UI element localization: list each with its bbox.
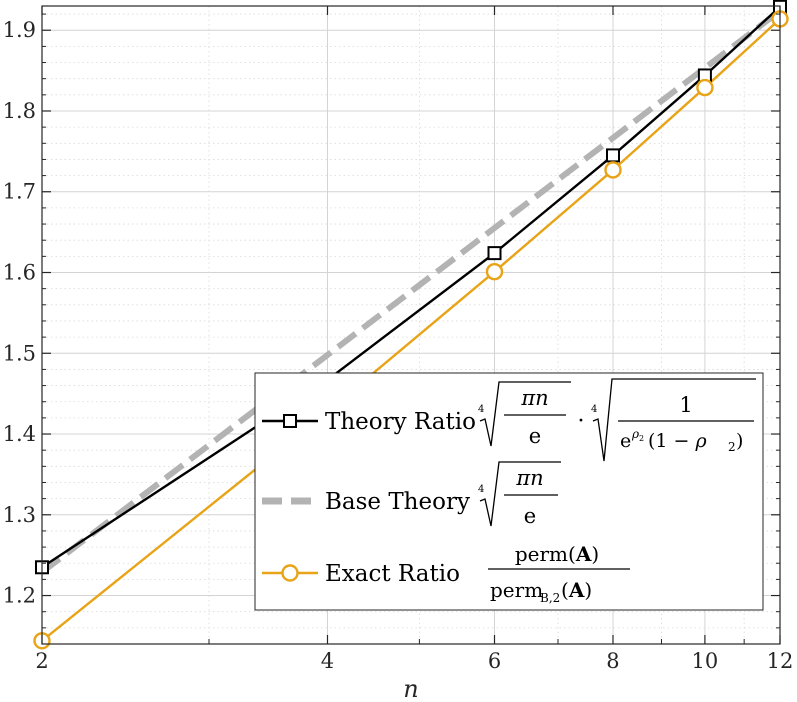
- y-tick-label: 1.9: [3, 18, 36, 42]
- y-tick-labels: 1.2 1.3 1.4 1.5 1.6 1.7 1.8 1.9: [3, 18, 36, 607]
- x-tick-label: 12: [767, 649, 794, 673]
- legend-label-theory-ratio: Theory Ratio: [325, 409, 476, 435]
- legend-label-exact-ratio: Exact Ratio: [325, 561, 460, 587]
- svg-text:4: 4: [591, 404, 597, 415]
- point-exact-ratio: [604, 161, 622, 179]
- legend-formula-theory-ratio: 4 πn e · 4 1 e ρ 2 (1 − ρ 2 ): [478, 378, 756, 462]
- svg-text:πn: πn: [520, 386, 548, 410]
- svg-text:e: e: [620, 430, 631, 452]
- point-theory-ratio: [487, 246, 502, 261]
- svg-text:ρ: ρ: [631, 427, 639, 441]
- x-tick-label: 6: [488, 649, 501, 673]
- point-exact-ratio: [696, 78, 714, 97]
- svg-text:(A): (A): [561, 578, 592, 602]
- x-tick-label: 10: [692, 649, 719, 673]
- y-tick-label: 1.3: [3, 503, 36, 527]
- svg-text:πn: πn: [515, 466, 543, 490]
- x-tick-labels: 2 4 6 8 10 12: [35, 649, 793, 673]
- legend-formula-base-theory: 4 πn e: [478, 461, 561, 528]
- y-tick-label: 1.4: [3, 422, 36, 446]
- svg-text:2: 2: [639, 434, 644, 443]
- plot-frame: [41, 5, 781, 645]
- svg-text:): ): [736, 430, 743, 452]
- legend-box: [254, 372, 764, 611]
- legend-marker-circle: [281, 564, 299, 582]
- y-tick-label: 1.5: [3, 341, 36, 365]
- legend-entry-exact-ratio: Exact Ratio perm(A) perm B,2 (A): [262, 542, 630, 605]
- svg-text:e: e: [524, 504, 536, 528]
- svg-text:perm(A): perm(A): [515, 542, 599, 566]
- svg-text:4: 4: [478, 484, 484, 495]
- x-tick-label: 8: [606, 649, 619, 673]
- svg-text:B,2: B,2: [540, 591, 560, 605]
- legend-entry-theory-ratio: Theory Ratio 4 πn e · 4 1 e ρ 2 (1 − ρ 2…: [262, 378, 756, 462]
- y-tick-label: 1.6: [3, 261, 36, 285]
- svg-text:·: ·: [578, 409, 585, 434]
- legend: Theory Ratio 4 πn e · 4 1 e ρ 2 (1 − ρ 2…: [254, 372, 764, 611]
- svg-text:2: 2: [728, 440, 736, 454]
- svg-text:perm: perm: [490, 578, 543, 602]
- x-axis-label: n: [403, 675, 418, 702]
- tick-marks: [41, 6, 781, 645]
- legend-marker-square: [283, 414, 297, 428]
- y-tick-label: 1.8: [3, 99, 36, 123]
- legend-entry-base-theory: Base Theory 4 πn e: [262, 461, 561, 528]
- svg-text:e: e: [529, 424, 541, 448]
- svg-text:1: 1: [679, 393, 692, 417]
- svg-text:4: 4: [478, 404, 484, 415]
- legend-label-base-theory: Base Theory: [325, 489, 470, 515]
- svg-text:(1 − ρ: (1 − ρ: [648, 430, 708, 452]
- point-theory-ratio: [605, 148, 620, 163]
- point-exact-ratio: [485, 262, 504, 281]
- y-tick-label: 1.2: [3, 584, 36, 608]
- x-tick-label: 2: [35, 649, 48, 673]
- x-tick-label: 4: [321, 649, 334, 673]
- legend-formula-exact-ratio: perm(A) perm B,2 (A): [488, 542, 630, 605]
- y-tick-label: 1.7: [3, 180, 36, 204]
